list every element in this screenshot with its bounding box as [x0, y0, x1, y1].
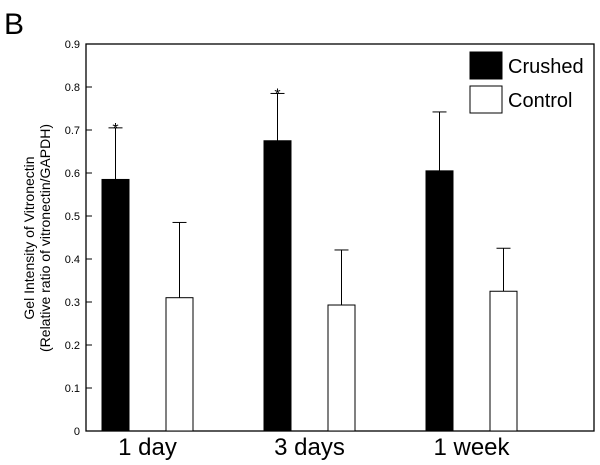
bars: **	[101, 86, 518, 432]
legend-label-crushed: Crushed	[508, 56, 584, 78]
panel-label: B	[4, 8, 24, 41]
y-tick-label: 0.7	[65, 125, 80, 137]
y-axis-ticks: 0 0.1 0.2 0.3 0.4 0.5 0.6 0.7 0.8 0.9	[65, 39, 92, 438]
bar-control-1	[327, 304, 356, 432]
y-tick-label: 0	[74, 426, 80, 438]
legend-label-control: Control	[508, 90, 572, 112]
bar-crushed-1	[263, 140, 292, 432]
bar-control-2	[489, 290, 518, 432]
significance-marker: *	[112, 121, 118, 138]
y-tick-label: 0.2	[65, 340, 80, 352]
x-category-label: 3 days	[274, 434, 345, 461]
y-axis-label-line-2: (Relative ratio of vitronectin/GAPDH)	[37, 124, 53, 352]
legend: Crushed Control	[469, 51, 584, 114]
y-tick-label: 0.1	[65, 383, 80, 395]
bar-control-0	[165, 297, 194, 432]
y-axis-label-line-1: Gel Intensity of Vitronectin	[21, 156, 37, 319]
legend-swatch-crushed	[469, 51, 503, 80]
y-tick-label: 0.4	[65, 254, 80, 266]
y-tick-label: 0.3	[65, 297, 80, 309]
y-tick-label: 0.5	[65, 211, 80, 223]
y-tick-label: 0.9	[65, 39, 80, 51]
x-category-label: 1 day	[118, 434, 177, 461]
bar-crushed-2	[425, 170, 454, 432]
significance-marker: *	[274, 86, 280, 103]
bar-crushed-0	[101, 178, 130, 432]
y-tick-label: 0.6	[65, 168, 80, 180]
x-category-label: 1 week	[433, 434, 510, 461]
legend-swatch-control	[469, 85, 503, 114]
x-axis-labels: 1 day 3 days 1 week	[118, 434, 510, 461]
y-tick-label: 0.8	[65, 82, 80, 94]
